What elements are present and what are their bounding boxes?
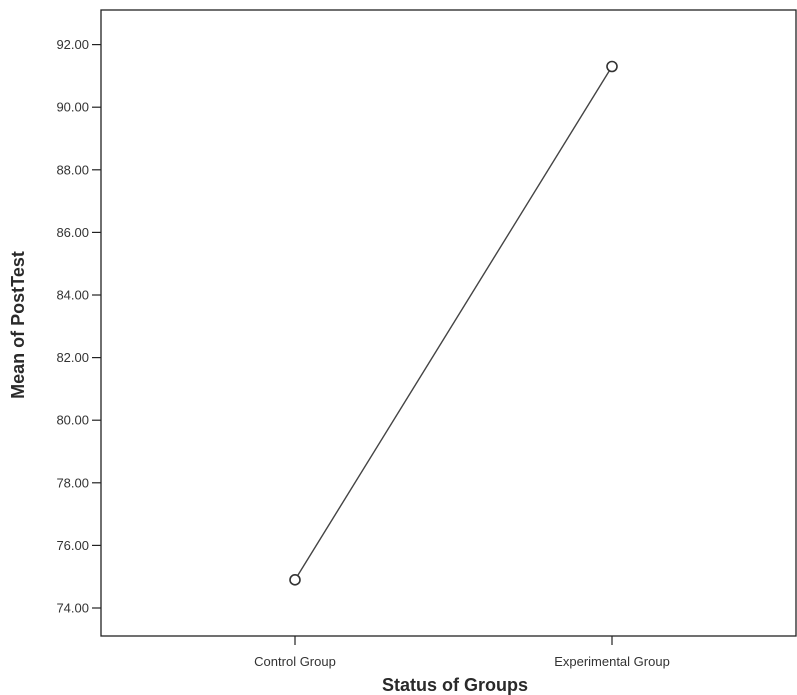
- x-axis-title: Status of Groups: [382, 675, 528, 695]
- y-tick-label: 84.00: [56, 288, 89, 303]
- x-tick-label: Experimental Group: [554, 654, 670, 669]
- y-tick-label: 78.00: [56, 475, 89, 490]
- y-tick-label: 92.00: [56, 37, 89, 52]
- series-line: [294, 66, 613, 581]
- y-tick-label: 82.00: [56, 350, 89, 365]
- y-tick-label: 86.00: [56, 225, 89, 240]
- x-tick-label: Control Group: [254, 654, 336, 669]
- y-tick-label: 76.00: [56, 538, 89, 553]
- data-point-marker: [606, 60, 618, 73]
- data-point-marker: [289, 574, 301, 586]
- x-axis: Control Group Experimental Group: [254, 636, 670, 669]
- plot-area-frame: [100, 9, 797, 637]
- y-axis: 74.00 76.00 78.00 80.00 82.00 84.00 86.00 88.00…: [56, 37, 101, 616]
- y-axis-title: Mean of PostTest: [8, 251, 28, 399]
- y-tick-label: 90.00: [56, 100, 89, 115]
- y-tick-label: 74.00: [56, 601, 89, 616]
- series-layer: [289, 60, 618, 586]
- y-tick-label: 88.00: [56, 162, 89, 177]
- y-tick-label: 80.00: [56, 413, 89, 428]
